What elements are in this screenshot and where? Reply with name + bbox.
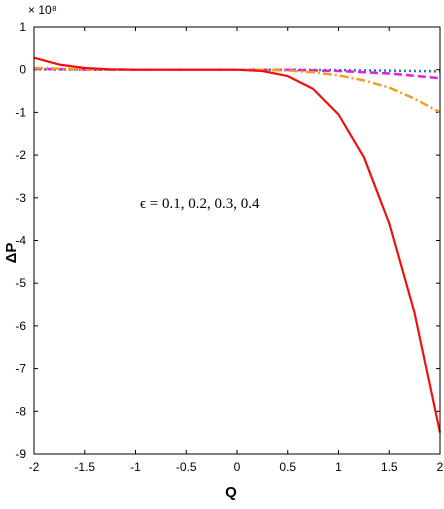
x-tick-label: -1 bbox=[130, 460, 141, 474]
series-line-3 bbox=[33, 66, 441, 114]
y-tick-label: -9 bbox=[15, 447, 26, 461]
x-tick-label: -0.5 bbox=[176, 460, 197, 474]
y-tick-label: -1 bbox=[15, 105, 26, 119]
y-tick-label: -8 bbox=[15, 404, 26, 418]
y-tick-label: 1 bbox=[19, 20, 26, 34]
y-tick-label: 0 bbox=[19, 63, 26, 77]
x-tick-label: 2 bbox=[437, 460, 444, 474]
x-tick-label: -1.5 bbox=[74, 460, 95, 474]
x-tick-label: 0.5 bbox=[279, 460, 296, 474]
x-axis-title: Q bbox=[225, 484, 237, 501]
y-tick-label: -5 bbox=[15, 276, 26, 290]
series-group bbox=[33, 56, 442, 433]
legend-annotation: ϵ = 0.1, 0.2, 0.3, 0.4 bbox=[140, 196, 260, 212]
y-axis-title: ΔP bbox=[3, 243, 20, 264]
x-tick-label: 0 bbox=[234, 460, 241, 474]
y-tick-label: -2 bbox=[15, 148, 26, 162]
y-tick-label: -6 bbox=[15, 319, 26, 333]
x-tick-label: 1.5 bbox=[381, 460, 398, 474]
x-tick-label: -2 bbox=[29, 460, 40, 474]
y-axis-multiplier: × 10⁸ bbox=[28, 3, 57, 17]
y-tick-label: -7 bbox=[15, 362, 26, 376]
series-line-4 bbox=[33, 56, 442, 433]
y-tick-label: -4 bbox=[15, 234, 26, 248]
axis-ticks: -2 -1.5 -1 -0.5 0 0.5 1 1.5 2 1 0 -1 -2 -3 -4 -5 -6 -7 -8 -… bbox=[15, 20, 443, 474]
y-tick-label: -3 bbox=[15, 191, 26, 205]
plot-frame bbox=[33, 26, 441, 455]
x-tick-label: 1 bbox=[335, 460, 342, 474]
